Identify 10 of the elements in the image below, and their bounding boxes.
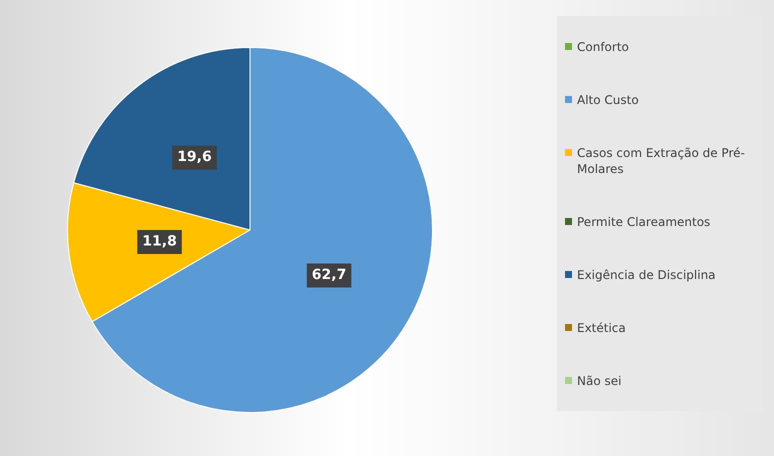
legend-label: Conforto <box>577 38 629 54</box>
legend-label: Extética <box>577 320 626 336</box>
data-label: 19,6 <box>177 149 212 166</box>
legend-label: Não sei <box>577 372 622 388</box>
legend-label: Casos com Extração de Pré-Molares <box>577 144 746 176</box>
data-label: 62,7 <box>312 267 346 284</box>
legend-label: Alto Custo <box>577 92 639 108</box>
legend-label: Permite Clareamentos <box>577 214 710 230</box>
data-label: 11,8 <box>142 234 177 250</box>
legend-label: Exigência de Disciplina <box>577 266 716 282</box>
